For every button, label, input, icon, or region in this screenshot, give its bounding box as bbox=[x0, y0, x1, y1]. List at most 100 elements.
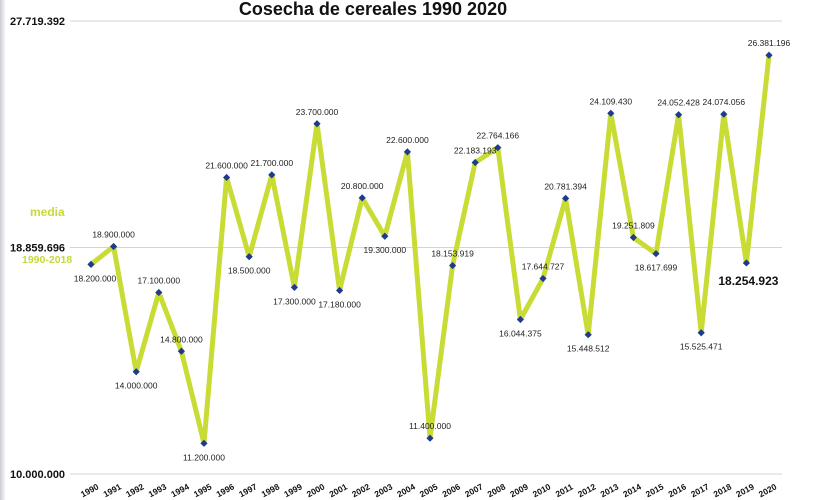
x-tick-label: 1999 bbox=[282, 481, 304, 499]
data-point bbox=[562, 194, 570, 202]
data-point bbox=[87, 260, 95, 268]
data-point bbox=[268, 171, 276, 179]
series-line bbox=[88, 52, 772, 446]
x-tick-label: 1995 bbox=[192, 481, 214, 499]
data-point bbox=[675, 111, 683, 119]
data-point bbox=[516, 315, 524, 324]
data-point bbox=[426, 434, 434, 442]
x-tick-label: 2012 bbox=[576, 481, 598, 499]
data-label: 11.200.000 bbox=[183, 452, 225, 462]
x-tick-label: 2004 bbox=[395, 481, 417, 499]
x-tick-label: 2006 bbox=[440, 481, 462, 499]
data-point bbox=[336, 286, 344, 295]
x-tick-label: 1997 bbox=[237, 481, 259, 499]
data-label: 17.180.000 bbox=[318, 299, 361, 309]
data-point bbox=[765, 51, 773, 59]
data-label: 26.381.196 bbox=[748, 38, 791, 48]
data-point bbox=[629, 233, 637, 242]
x-tick-label: 2014 bbox=[621, 481, 643, 499]
gridlines bbox=[70, 20, 782, 475]
x-tick-label: 1998 bbox=[260, 481, 282, 499]
data-label: 24.052.428 bbox=[657, 98, 700, 108]
x-tick-label: 2011 bbox=[554, 481, 575, 499]
series-cosecha bbox=[88, 52, 772, 446]
x-tick-label: 2017 bbox=[689, 481, 711, 499]
x-tick-label: 1992 bbox=[124, 481, 146, 499]
x-tick-label: 2018 bbox=[712, 481, 734, 499]
data-point bbox=[449, 261, 457, 270]
data-label: 14.800.000 bbox=[160, 334, 203, 344]
x-tick-label: 1991 bbox=[101, 481, 123, 499]
data-label: 23.700.000 bbox=[296, 107, 339, 117]
data-point bbox=[313, 120, 321, 128]
data-point bbox=[200, 439, 208, 447]
data-label: 18.500.000 bbox=[228, 266, 271, 276]
x-tick-label: 1996 bbox=[214, 481, 236, 499]
x-tick-label: 2009 bbox=[508, 481, 530, 499]
data-label: 15.448.512 bbox=[567, 344, 610, 354]
data-label: 17.100.000 bbox=[138, 275, 181, 285]
window-edge bbox=[0, 0, 6, 500]
data-point bbox=[245, 253, 253, 261]
x-tick-label: 1993 bbox=[147, 481, 169, 499]
y-tick-label: 27.719.392 bbox=[10, 16, 65, 28]
x-tick-label: 2015 bbox=[644, 481, 666, 499]
x-tick-label: 2001 bbox=[327, 481, 349, 499]
x-tick-label: 2007 bbox=[463, 481, 485, 499]
data-point bbox=[471, 158, 479, 167]
data-label: 19.300.000 bbox=[364, 245, 407, 255]
data-label: 19.251.809 bbox=[612, 220, 655, 230]
data-point bbox=[223, 173, 231, 182]
x-tick-label: 2000 bbox=[305, 481, 327, 499]
data-point bbox=[381, 232, 389, 240]
data-label: 24.109.430 bbox=[590, 96, 633, 106]
data-markers bbox=[87, 51, 773, 447]
data-point bbox=[652, 250, 660, 258]
x-tick-label: 2016 bbox=[666, 481, 688, 499]
y-tick-label: 10.000.000 bbox=[10, 469, 65, 481]
data-point bbox=[155, 288, 163, 297]
data-label: 17.644.727 bbox=[522, 262, 565, 272]
data-label: 20.800.000 bbox=[341, 181, 384, 191]
x-tick-label: 2005 bbox=[418, 481, 440, 499]
data-point bbox=[697, 329, 705, 337]
data-point bbox=[539, 274, 547, 283]
data-point bbox=[720, 110, 728, 118]
data-label: 20.781.394 bbox=[544, 181, 587, 191]
x-tick-label: 2003 bbox=[373, 481, 395, 499]
data-point bbox=[132, 368, 140, 376]
data-label: 24.074.056 bbox=[703, 97, 746, 107]
media-period-label: 1990-2018 bbox=[22, 254, 72, 266]
data-label: 21.700.000 bbox=[251, 158, 294, 168]
data-label: 22.764.166 bbox=[477, 131, 520, 141]
x-tick-label: 2002 bbox=[350, 481, 372, 499]
data-label: 22.600.000 bbox=[386, 135, 429, 145]
data-label: 15.525.471 bbox=[680, 342, 723, 352]
data-point bbox=[403, 148, 411, 156]
y-axis-ticks: 27.719.392 18.859.696 10.000.000 bbox=[10, 16, 65, 481]
data-point bbox=[110, 242, 118, 251]
data-label: 17.300.000 bbox=[273, 296, 316, 306]
data-labels: 18.200.000 18.900.000 14.000.000 17.100.000… bbox=[74, 38, 791, 462]
data-label: 18.153.919 bbox=[431, 249, 474, 259]
data-point bbox=[494, 144, 502, 152]
data-point bbox=[177, 347, 185, 355]
data-point bbox=[290, 283, 298, 291]
data-label: 11.400.000 bbox=[409, 421, 451, 431]
data-point bbox=[584, 331, 592, 339]
data-label: 16.044.375 bbox=[499, 328, 542, 338]
x-tick-label: 1990 bbox=[79, 481, 101, 499]
data-point bbox=[742, 259, 750, 267]
data-label: 18.254.923 bbox=[718, 274, 778, 288]
data-label: 21.600.000 bbox=[205, 160, 248, 170]
data-label: 18.900.000 bbox=[92, 229, 135, 239]
data-label: 18.200.000 bbox=[74, 273, 117, 283]
data-point bbox=[607, 109, 615, 117]
x-tick-label: 1994 bbox=[169, 481, 191, 499]
x-tick-label: 2008 bbox=[486, 481, 508, 499]
x-tick-label: 2020 bbox=[757, 481, 779, 499]
x-tick-label: 2019 bbox=[734, 481, 756, 499]
data-label: 22.183.193 bbox=[454, 146, 497, 156]
